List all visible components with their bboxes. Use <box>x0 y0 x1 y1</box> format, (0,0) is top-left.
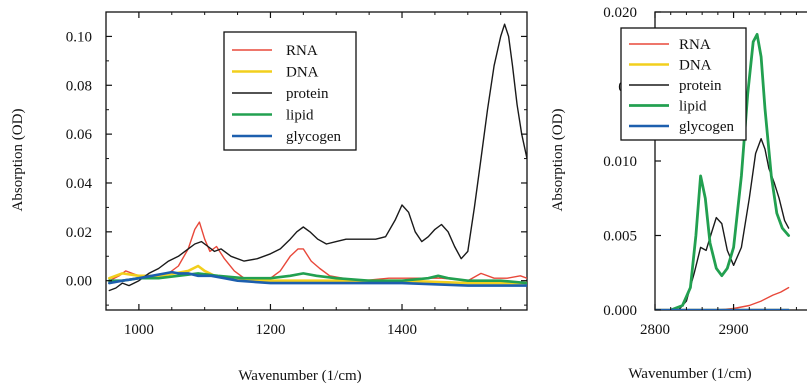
series-line-glycogen <box>108 270 527 287</box>
legend-label-glycogen: glycogen <box>679 119 734 135</box>
legend-label-rna: RNA <box>286 43 318 59</box>
series-line-protein <box>108 23 527 292</box>
x-tick-label: 2800 <box>640 322 670 338</box>
y-tick-label: 0.06 <box>66 127 93 143</box>
series-line-lipid <box>108 272 527 285</box>
y-axis-title: Absorption (OD) <box>550 109 566 212</box>
y-tick-label: 0.020 <box>603 5 637 21</box>
legend-box <box>223 31 357 151</box>
series-line-rna <box>685 286 790 310</box>
x-tick-label: 2900 <box>719 322 749 338</box>
legend-label-rna: RNA <box>679 37 711 53</box>
y-tick-label: 0.005 <box>603 229 637 245</box>
y-tick-label: 0.000 <box>603 303 637 319</box>
chart-panel-1: 1000 1200 1400 0.00 0.02 0.04 0.06 0.08 0.10 Wave… <box>10 11 528 384</box>
y-tick-label: 0.08 <box>66 78 92 94</box>
series-group <box>108 23 527 292</box>
legend-label-protein: protein <box>679 78 722 94</box>
legend-label-lipid: lipid <box>286 108 314 124</box>
x-axis-title: Wavenumber (1/cm) <box>628 366 751 382</box>
y-tick-label: 0.010 <box>603 154 637 170</box>
legend-label-lipid: lipid <box>679 99 707 115</box>
x-axis-title: Wavenumber (1/cm) <box>238 368 361 384</box>
legend: RNA DNA protein lipid glycogen <box>620 27 747 141</box>
y-tick-label: 0.02 <box>66 225 92 241</box>
legend-label-dna: DNA <box>679 58 712 74</box>
legend-label-protein: protein <box>286 86 329 102</box>
x-tick-label: 1400 <box>387 322 417 338</box>
legend-label-glycogen: glycogen <box>286 129 341 145</box>
plot-frame <box>105 11 528 311</box>
legend-box <box>620 27 747 141</box>
legend: RNA DNA protein lipid glycogen <box>223 31 357 151</box>
series-group <box>655 33 790 310</box>
x-tick-label: 1200 <box>255 322 285 338</box>
series-line-lipid <box>669 33 790 310</box>
legend-label-dna: DNA <box>286 65 319 81</box>
y-tick-label: 0.00 <box>66 274 92 290</box>
chart-panel-2: 280029000.0000.0050.0100.00.020Wavenumbe… <box>550 5 807 382</box>
y-tick-label: 0.04 <box>66 176 93 192</box>
series-line-protein <box>677 138 790 310</box>
y-axis-title: Absorption (OD) <box>10 109 26 212</box>
y-tick-label: 0.10 <box>66 29 92 45</box>
x-tick-label: 1000 <box>124 322 154 338</box>
